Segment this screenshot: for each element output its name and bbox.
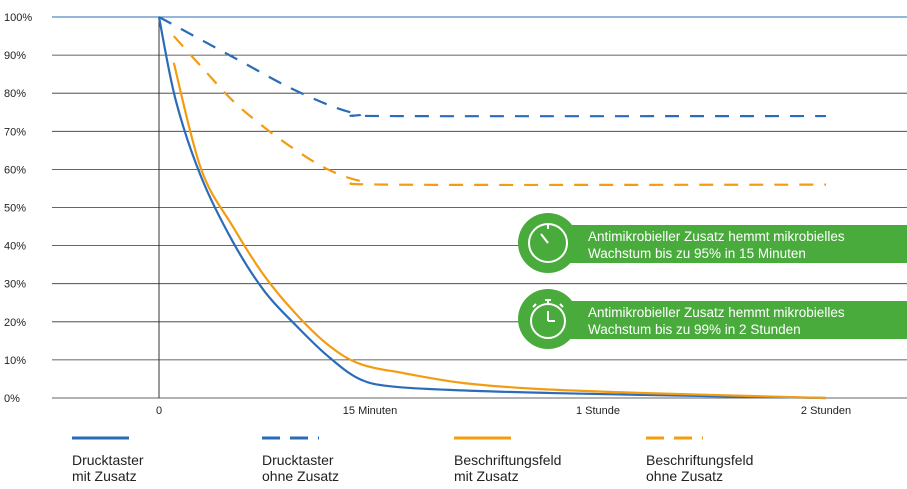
stopwatch-icon [518, 289, 578, 349]
callout-95-percent: Antimikrobieller Zusatz hemmt mikrobiell… [518, 213, 907, 273]
x-tick-label: 1 Stunde [576, 405, 620, 417]
y-tick-label: 50% [4, 203, 26, 215]
series-line-3 [172, 62, 827, 400]
x-tick-label: 0 [156, 405, 162, 417]
y-tick-label: 60% [4, 164, 26, 176]
legend-swatch [646, 436, 703, 440]
y-tick-label: 30% [4, 279, 26, 291]
legend-item-drucktaster-ohne: Drucktaster ohne Zusatz [262, 430, 452, 484]
x-tick-label: 15 Minuten [343, 405, 397, 417]
chart-grid [52, 16, 907, 399]
legend-label: Beschriftungsfeld mit Zusatz [454, 452, 562, 484]
legend-item-beschriftungsfeld-ohne: Beschriftungsfeld ohne Zusatz [646, 430, 836, 484]
x-tick-label: 2 Stunden [801, 405, 851, 417]
series-line-4 [172, 35, 827, 187]
callout-text: Antimikrobieller Zusatz hemmt mikrobiell… [588, 229, 845, 261]
legend-label: Drucktaster mit Zusatz [72, 452, 144, 484]
y-axis: 0% 10% 20% 30% 40% 50% 60% 70% 80% 90% 100% [4, 12, 32, 405]
series-line-2 [158, 16, 827, 118]
x-axis: 0 15 Minuten 1 Stunde 2 Stunden [156, 17, 851, 417]
legend-label: Beschriftungsfeld ohne Zusatz [646, 452, 754, 484]
series-line-1 [157, 16, 827, 400]
callout-99-percent: Antimikrobieller Zusatz hemmt mikrobiell… [518, 289, 907, 349]
line-chart: 0% 10% 20% 30% 40% 50% 60% 70% 80% 90% 100% 0 15 Mi… [4, 12, 907, 417]
y-tick-label: 40% [4, 241, 26, 253]
y-tick-label: 70% [4, 126, 26, 138]
timer-icon [518, 213, 578, 273]
legend-label: Drucktaster ohne Zusatz [262, 452, 340, 484]
callout-bar [542, 301, 907, 339]
y-tick-label: 80% [4, 88, 26, 100]
legend-swatch [262, 436, 319, 440]
chart-legend: Drucktaster mit Zusatz Drucktaster ohne … [0, 430, 907, 489]
legend-swatch [454, 436, 511, 440]
y-tick-label: 20% [4, 317, 26, 329]
y-tick-label: 90% [4, 50, 26, 62]
legend-swatch [72, 436, 129, 440]
legend-item-beschriftungsfeld-mit: Beschriftungsfeld mit Zusatz [454, 430, 644, 484]
y-tick-label: 10% [4, 355, 26, 367]
y-tick-label: 100% [4, 12, 32, 24]
series-lines [157, 16, 827, 400]
callout-bar [542, 225, 907, 263]
legend-item-drucktaster-mit: Drucktaster mit Zusatz [72, 430, 262, 484]
y-tick-label: 0% [4, 393, 20, 405]
callout-text: Antimikrobieller Zusatz hemmt mikrobiell… [588, 305, 845, 337]
